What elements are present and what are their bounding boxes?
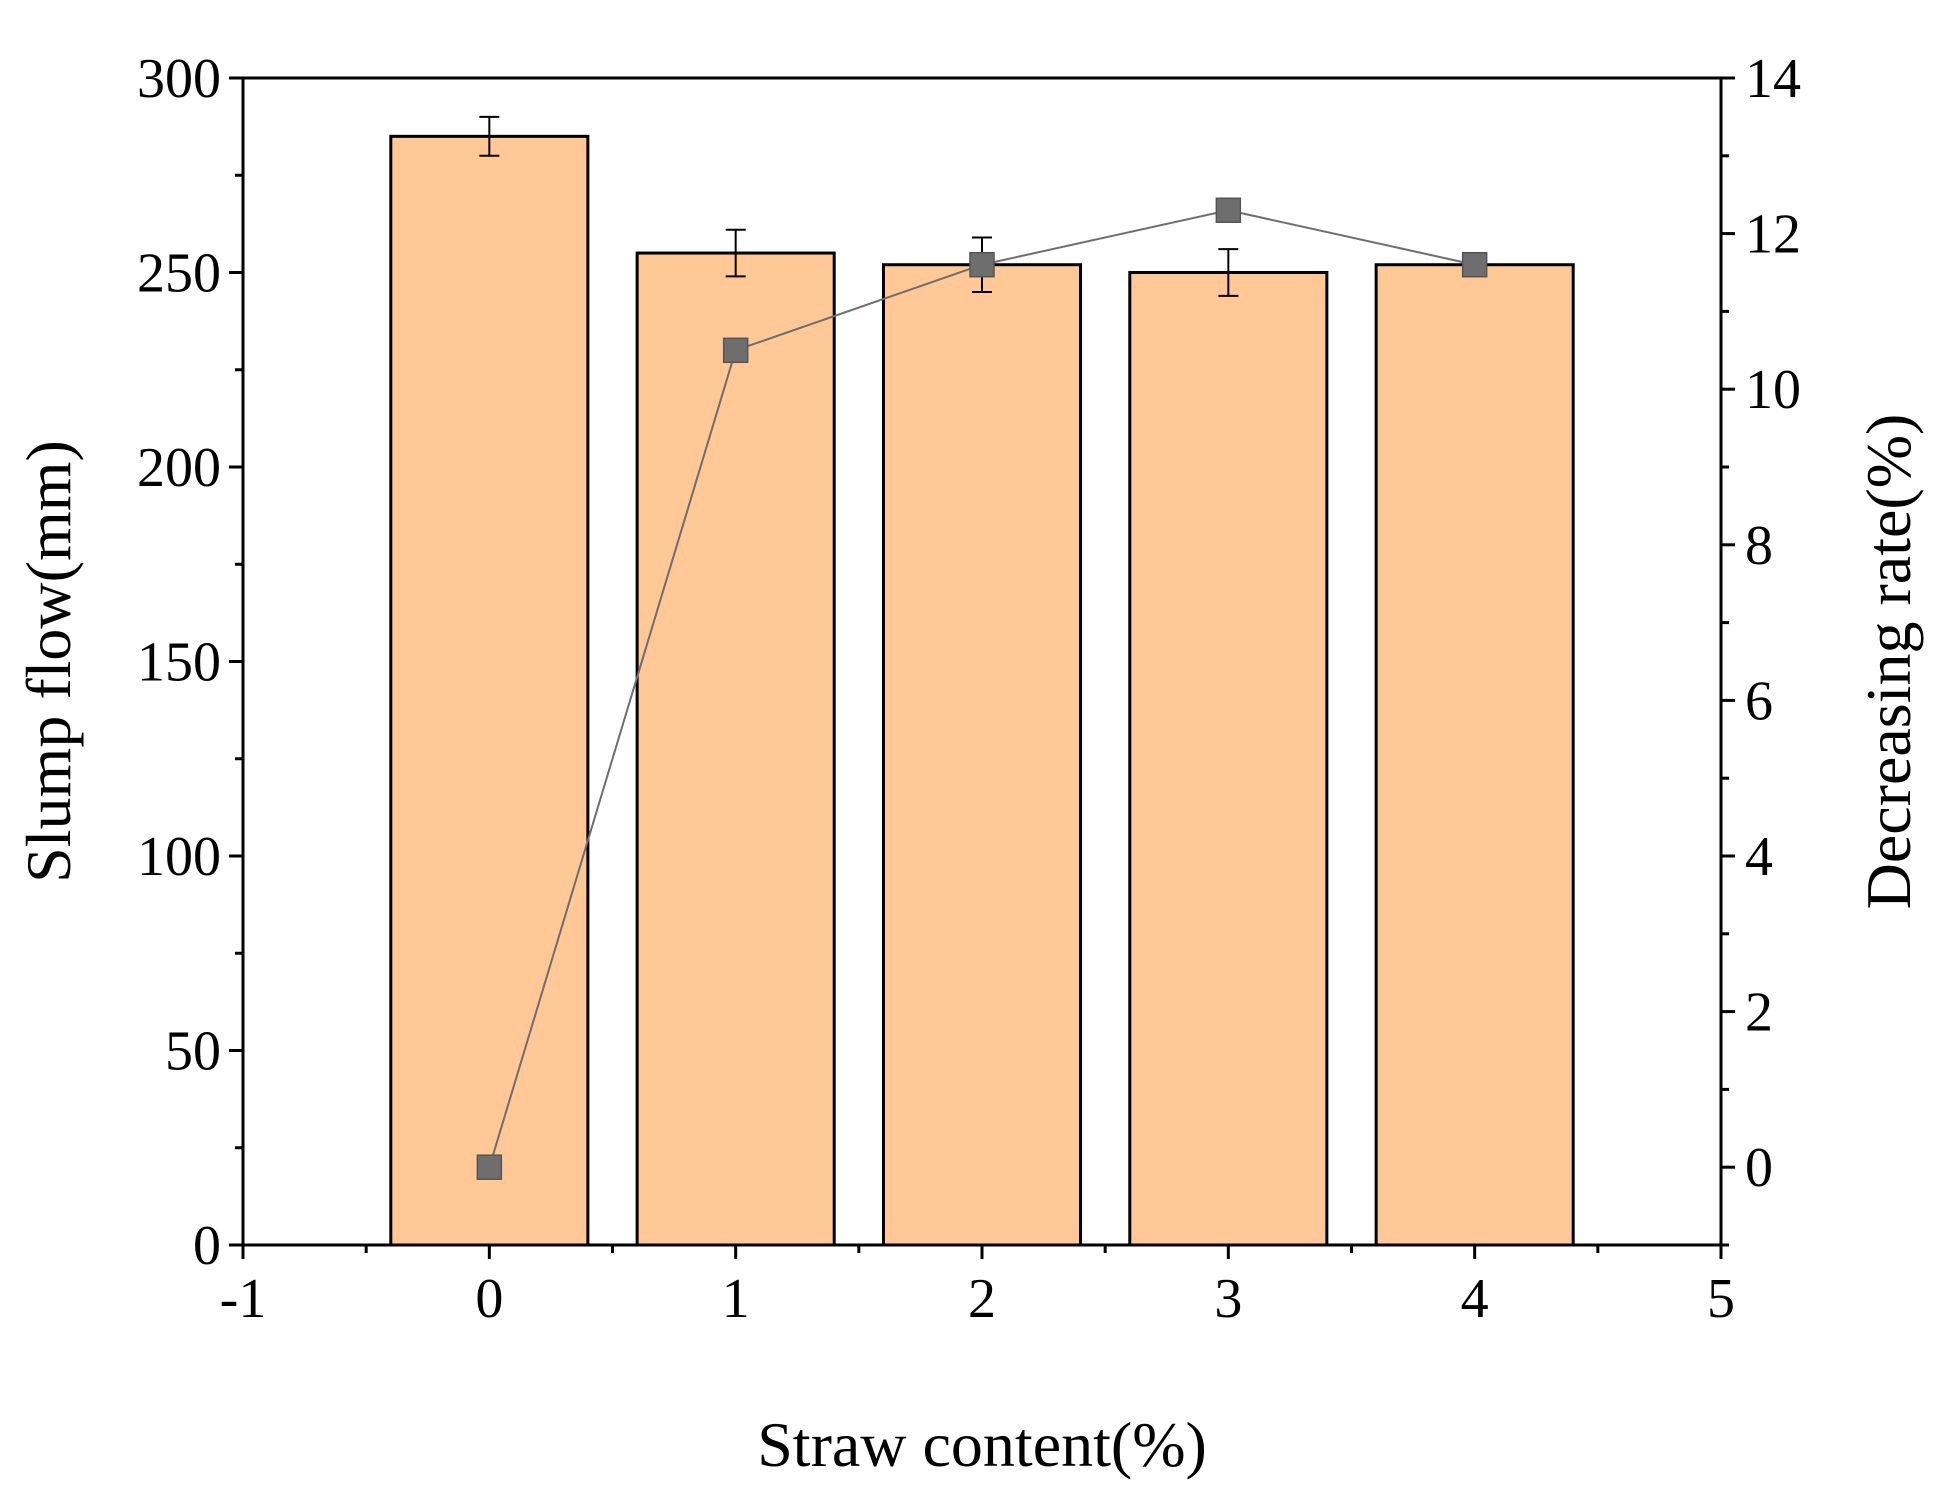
x-tick-label: 1 (722, 1268, 750, 1330)
line-point-3 (1215, 197, 1242, 224)
y-tick-label: 0 (193, 1215, 221, 1277)
line-point-2 (969, 251, 995, 278)
bar-1 (635, 251, 836, 1247)
x-axis-title: Straw content(%) (757, 1409, 1207, 1480)
x-tick-label: 0 (475, 1268, 503, 1330)
y-tick-label: 100 (137, 826, 221, 888)
y2-tick-label: 6 (1745, 670, 1773, 732)
y2-tick-label: 4 (1745, 826, 1773, 888)
x-tick-label: 5 (1707, 1268, 1735, 1330)
y-tick-label: 250 (137, 243, 221, 305)
error-bar-0 (479, 115, 500, 157)
error-bar-3 (1218, 248, 1239, 297)
line-point-4 (1461, 251, 1488, 278)
y2-tick-label: 14 (1745, 48, 1801, 110)
error-bar-1 (725, 228, 746, 278)
decreasing-rate-line-layer (476, 197, 1488, 1180)
y-tick-label: 200 (137, 437, 221, 499)
y2-tick-label: 2 (1745, 982, 1773, 1044)
bar-3 (1128, 271, 1329, 1247)
y-tick-label: 300 (137, 48, 221, 110)
y-tick-label: 50 (165, 1021, 221, 1083)
y2-tick-label: 8 (1745, 515, 1773, 577)
y2-tick-label: 12 (1745, 204, 1801, 266)
bar-2 (881, 263, 1083, 1247)
line-point-0 (476, 1154, 503, 1180)
bar-4 (1374, 263, 1575, 1247)
left-y-axis-title: Slump flow(mm) (13, 440, 84, 883)
y2-tick-label: 10 (1745, 359, 1801, 421)
bar-0 (389, 134, 590, 1247)
bars-layer (389, 134, 1575, 1247)
y2-tick-label: 0 (1745, 1137, 1773, 1199)
x-tick-label: 2 (968, 1268, 996, 1330)
right-y-axis-title: Decreasing rate(%) (1853, 414, 1924, 910)
x-tick-label: -1 (220, 1268, 267, 1330)
x-tick-label: 3 (1214, 1268, 1242, 1330)
y-tick-label: 150 (137, 632, 221, 694)
line-point-1 (722, 337, 749, 364)
x-tick-label: 4 (1461, 1268, 1489, 1330)
